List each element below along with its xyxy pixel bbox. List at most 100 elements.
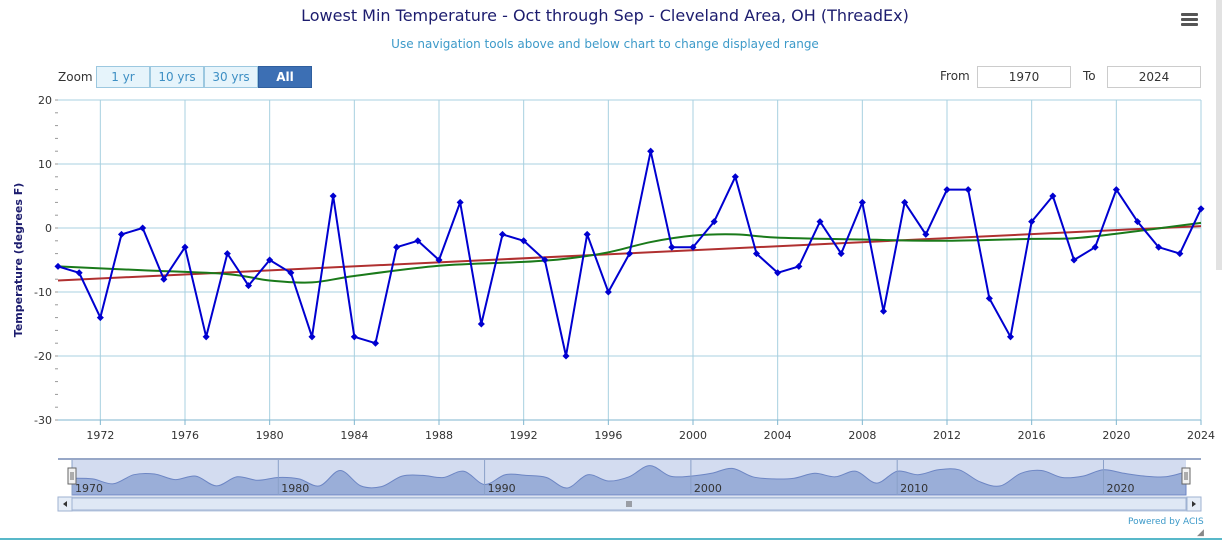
data-point[interactable]: [647, 147, 655, 155]
data-point[interactable]: [520, 237, 528, 245]
bottom-border: [0, 538, 1222, 540]
data-point[interactable]: [837, 250, 845, 258]
scroll-right-arrow-icon: [1192, 501, 1196, 507]
data-point[interactable]: [1176, 250, 1184, 258]
data-point[interactable]: [96, 314, 104, 322]
y-tick-label: 10: [38, 158, 52, 171]
x-tick-label: 1984: [340, 429, 368, 442]
data-point[interactable]: [414, 237, 422, 245]
y-tick-label: 20: [38, 94, 52, 107]
data-point[interactable]: [477, 320, 485, 328]
y-axis-label: Temperature (degrees F): [12, 183, 25, 337]
data-point[interactable]: [879, 307, 888, 315]
y-tick-label: 0: [45, 222, 52, 235]
data-point[interactable]: [689, 243, 697, 251]
navigator-tick-label: 1970: [75, 482, 103, 495]
data-point[interactable]: [668, 243, 676, 251]
navigator-right-handle[interactable]: [1181, 467, 1191, 485]
data-point[interactable]: [266, 256, 274, 264]
x-tick-label: 1976: [171, 429, 199, 442]
data-point[interactable]: [54, 262, 62, 270]
data-point[interactable]: [244, 282, 253, 290]
x-tick-label: 1972: [86, 429, 114, 442]
page-scrollbar[interactable]: [1216, 0, 1222, 270]
x-tick-label: 1988: [425, 429, 453, 442]
data-point[interactable]: [752, 250, 761, 258]
data-point[interactable]: [943, 186, 951, 194]
x-tick-label: 2008: [848, 429, 876, 442]
data-point[interactable]: [985, 294, 993, 302]
navigator[interactable]: 1970 1980 1990 2000 2010 2020: [57, 458, 1202, 512]
data-point[interactable]: [604, 288, 612, 296]
x-tick-label: 1980: [256, 429, 284, 442]
y-tick-label: -20: [34, 350, 52, 363]
smoothed-line: [57, 221, 1202, 284]
powered-by-link[interactable]: Powered by ACIS: [1128, 517, 1204, 527]
data-point[interactable]: [1006, 333, 1015, 341]
navigator-tick-label: 2010: [900, 482, 928, 495]
chart-title: Lowest Min Temperature - Oct through Sep…: [301, 6, 909, 25]
navigator-tick-label: 1980: [281, 482, 309, 495]
zoom-all-button[interactable]: All: [258, 66, 312, 88]
data-point[interactable]: [858, 198, 866, 206]
data-point[interactable]: [117, 230, 126, 238]
from-date-input[interactable]: [977, 66, 1071, 88]
x-tick-label: 2000: [679, 429, 707, 442]
data-point[interactable]: [583, 230, 591, 238]
data-point[interactable]: [435, 256, 443, 264]
data-point[interactable]: [75, 269, 83, 277]
data-point[interactable]: [223, 250, 231, 258]
chart-grid: [58, 99, 1202, 421]
y-tick-label: -30: [34, 414, 52, 427]
navigator-tick-label: 2020: [1106, 482, 1134, 495]
zoom-30yrs-button[interactable]: 30 yrs: [204, 66, 258, 88]
data-point[interactable]: [139, 224, 147, 232]
x-tick-label: 2016: [1018, 429, 1046, 442]
data-point[interactable]: [922, 230, 930, 238]
data-point[interactable]: [371, 339, 380, 347]
data-point[interactable]: [308, 333, 316, 341]
to-date-input[interactable]: [1107, 66, 1201, 88]
y-axis-ticks: 20 10 0 -10 -20 -30: [34, 94, 58, 427]
x-tick-label: 2012: [933, 429, 961, 442]
data-point[interactable]: [964, 186, 972, 194]
navigator-tick-label: 2000: [694, 482, 722, 495]
data-point[interactable]: [795, 262, 803, 270]
zoom-label: Zoom: [58, 70, 93, 84]
to-label: To: [1083, 69, 1096, 83]
resize-handle-icon[interactable]: ◢: [1197, 528, 1204, 538]
data-point[interactable]: [160, 275, 168, 283]
data-point[interactable]: [731, 173, 739, 181]
data-point[interactable]: [562, 352, 570, 360]
x-axis-ticks: 1972 1976 1980 1984 1988 1992 1996 2000 2004 2008…: [86, 420, 1215, 442]
chart-series: [54, 147, 1205, 360]
data-point[interactable]: [456, 198, 464, 206]
x-tick-label: 2024: [1187, 429, 1215, 442]
data-point[interactable]: [710, 218, 718, 226]
data-point[interactable]: [541, 256, 549, 264]
chart-subtitle: Use navigation tools above and below cha…: [391, 37, 819, 51]
data-point[interactable]: [1197, 205, 1205, 213]
data-point[interactable]: [816, 218, 824, 226]
zoom-10yrs-button[interactable]: 10 yrs: [150, 66, 204, 88]
y-tick-label: -10: [34, 286, 52, 299]
data-point[interactable]: [498, 230, 507, 238]
data-point[interactable]: [329, 192, 337, 200]
data-point[interactable]: [901, 198, 909, 206]
x-tick-label: 1992: [510, 429, 538, 442]
data-point[interactable]: [393, 243, 401, 251]
scroll-left-arrow-icon: [63, 501, 67, 507]
data-point[interactable]: [350, 333, 358, 341]
hamburger-menu-icon[interactable]: [1181, 13, 1198, 27]
data-point[interactable]: [202, 333, 210, 341]
navigator-left-handle[interactable]: [67, 467, 77, 485]
zoom-1yr-button[interactable]: 1 yr: [96, 66, 150, 88]
x-tick-label: 1996: [594, 429, 622, 442]
data-point[interactable]: [774, 269, 782, 277]
x-tick-label: 2020: [1102, 429, 1130, 442]
data-point[interactable]: [287, 269, 295, 277]
data-point[interactable]: [181, 243, 189, 251]
data-point[interactable]: [625, 250, 634, 258]
navigator-tick-label: 1990: [488, 482, 516, 495]
